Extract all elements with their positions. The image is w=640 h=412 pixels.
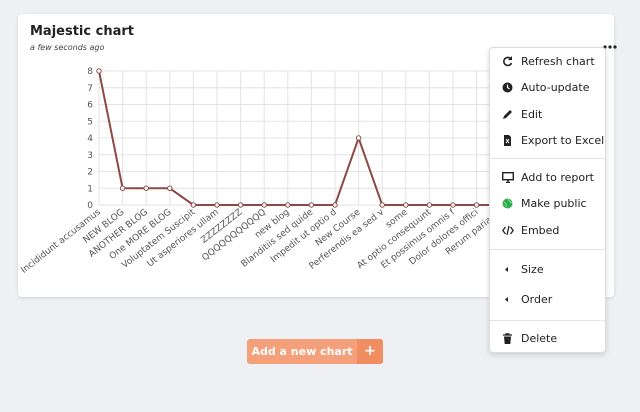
y-tick-label: 0 — [87, 201, 93, 211]
menu-label: Embed — [521, 224, 560, 237]
add-chart-button[interactable]: Add a new chart + — [247, 339, 383, 364]
icon — [502, 198, 513, 209]
icon — [503, 333, 512, 344]
chart-subtitle: a few seconds ago — [30, 43, 105, 52]
button-plus[interactable]: + — [357, 339, 383, 364]
menu-item[interactable]: Edit — [490, 104, 605, 126]
data-point — [426, 202, 433, 208]
divider — [490, 249, 605, 250]
menu-label: Make public — [521, 197, 587, 210]
data-point — [143, 185, 149, 191]
menu-label: Order — [521, 293, 553, 306]
icon — [502, 225, 514, 236]
menu-item[interactable]: Make public — [490, 193, 605, 215]
menu-label: Edit — [521, 108, 543, 121]
data-point — [190, 202, 197, 208]
data-point — [96, 68, 102, 74]
icon — [502, 82, 513, 93]
dropdown-menu: Refresh chart Auto-update Edit Export to… — [489, 47, 606, 353]
menu-item[interactable]: Delete — [490, 328, 605, 350]
y-tick-label: 4 — [87, 134, 93, 144]
menu-label: Auto-update — [521, 81, 590, 94]
data-point — [379, 202, 385, 208]
menu-item[interactable]: Add to report — [490, 167, 605, 189]
data-point — [167, 185, 173, 191]
y-tick-label: 8 — [87, 67, 93, 77]
y-tick-label: 1 — [87, 184, 93, 194]
y-tick-label: 3 — [87, 151, 93, 161]
menu-item[interactable]: Order — [490, 289, 605, 311]
data-point — [261, 202, 267, 208]
divider — [490, 320, 605, 321]
button-label: Add a new chart — [251, 345, 353, 358]
data-point — [119, 185, 126, 191]
icon — [505, 267, 508, 272]
menu-label: Add to report — [521, 171, 594, 184]
divider — [490, 158, 605, 159]
data-point — [214, 202, 220, 208]
y-tick-label: 7 — [87, 84, 93, 94]
data-point — [403, 202, 409, 208]
menu-item[interactable]: Size — [490, 259, 605, 281]
menu-item[interactable]: Export to Excel — [490, 130, 605, 152]
y-tick-label: 5 — [87, 117, 93, 127]
chart-title: Majestic chart — [30, 24, 134, 39]
icon — [504, 135, 511, 146]
icon — [505, 297, 508, 302]
data-point — [355, 135, 362, 141]
menu-item[interactable]: Auto-update — [490, 77, 605, 99]
data-point — [308, 202, 315, 208]
y-tick-label: 2 — [87, 168, 93, 178]
menu-label: Export to Excel — [521, 134, 605, 147]
data-point — [332, 202, 338, 208]
menu-item[interactable]: Embed — [490, 220, 605, 242]
icon — [503, 110, 512, 119]
data-point — [285, 202, 291, 208]
menu-label: Refresh chart — [521, 55, 595, 68]
icon — [502, 172, 514, 183]
data-point — [473, 202, 480, 208]
y-tick-label: 6 — [87, 101, 93, 111]
data-point — [450, 202, 456, 208]
menu-item[interactable]: Refresh chart — [490, 51, 605, 73]
data-point — [237, 202, 244, 208]
icon — [503, 56, 513, 67]
menu-label: Delete — [521, 332, 558, 345]
menu-label: Size — [521, 263, 544, 276]
